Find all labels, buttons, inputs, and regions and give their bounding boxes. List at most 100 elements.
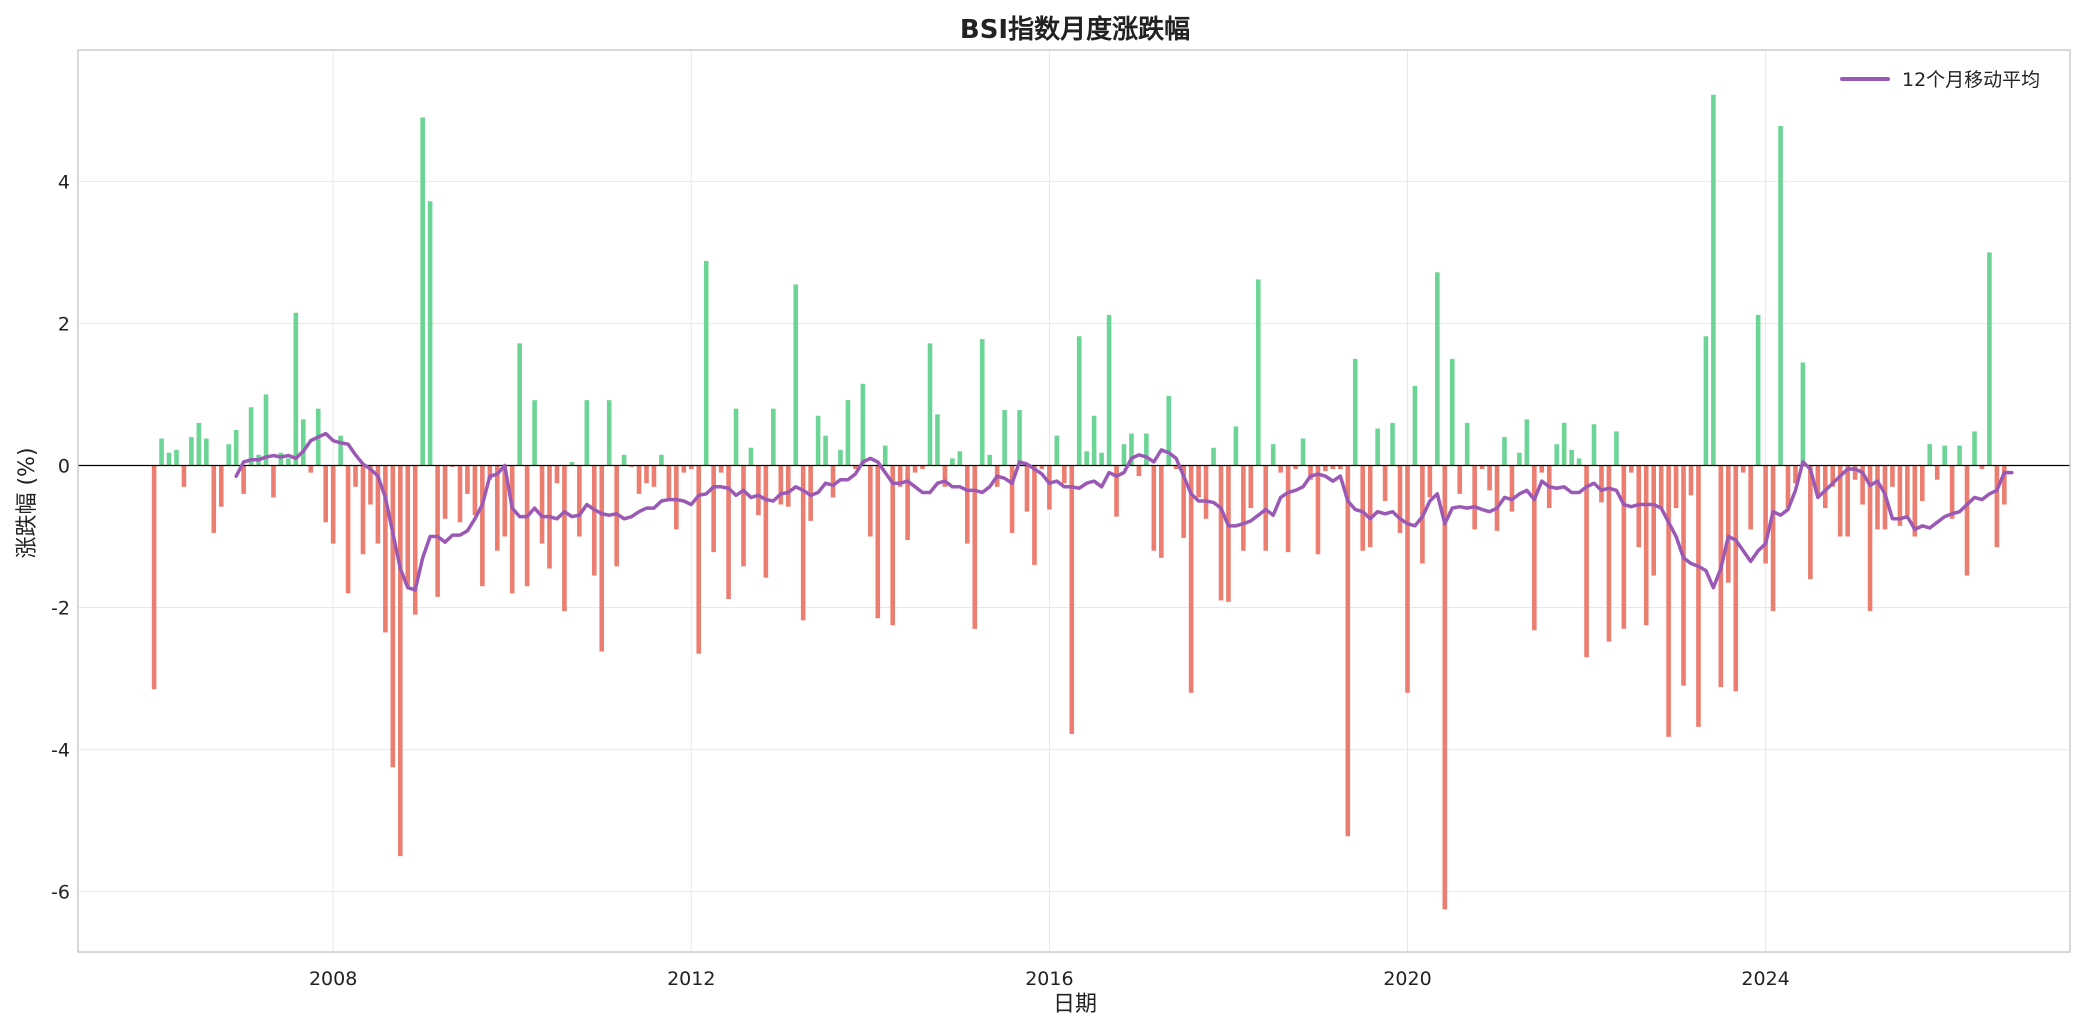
bar bbox=[435, 465, 440, 597]
bar bbox=[748, 447, 754, 466]
bar bbox=[920, 465, 925, 470]
bar bbox=[1681, 465, 1686, 686]
bar bbox=[778, 465, 784, 505]
chart-title: BSI指数月度涨跌幅 bbox=[960, 14, 1190, 45]
bar bbox=[1009, 465, 1015, 533]
bar bbox=[1151, 465, 1157, 551]
bar bbox=[629, 465, 634, 467]
bar bbox=[965, 465, 970, 544]
bar bbox=[1852, 465, 1858, 480]
bar bbox=[517, 343, 522, 466]
bar bbox=[1091, 415, 1097, 466]
bar bbox=[1919, 465, 1925, 501]
bar bbox=[1330, 465, 1336, 470]
bar bbox=[1718, 465, 1724, 688]
bar bbox=[1539, 465, 1545, 473]
bar bbox=[905, 465, 910, 541]
bar bbox=[1375, 428, 1380, 466]
bar bbox=[1397, 465, 1403, 533]
bar bbox=[1987, 252, 1992, 466]
y-tick-label: 0 bbox=[58, 455, 70, 477]
bar bbox=[398, 465, 403, 857]
bar bbox=[1576, 458, 1582, 466]
y-tick-label: -6 bbox=[51, 882, 70, 904]
bar bbox=[1114, 465, 1119, 517]
bar bbox=[733, 408, 739, 466]
bar bbox=[532, 400, 537, 466]
bar bbox=[1897, 465, 1903, 526]
bar bbox=[987, 454, 992, 466]
y-tick-label: 4 bbox=[58, 171, 70, 193]
bar bbox=[666, 465, 672, 501]
bar bbox=[1270, 444, 1276, 466]
bar bbox=[248, 407, 254, 466]
bar bbox=[1561, 422, 1567, 466]
bar bbox=[1964, 465, 1970, 576]
y-axis-ticks: -6 -4 -2 0 2 4 bbox=[51, 171, 70, 903]
bar bbox=[263, 394, 269, 466]
bar bbox=[1203, 465, 1209, 519]
bar bbox=[330, 465, 336, 544]
bar bbox=[420, 117, 425, 466]
bar bbox=[935, 414, 940, 466]
y-axis-label: 涨跌幅 (%) bbox=[15, 447, 40, 558]
bar bbox=[674, 465, 679, 530]
bar bbox=[1338, 465, 1343, 470]
bar bbox=[950, 458, 955, 466]
x-tick-label: 2024 bbox=[1741, 968, 1789, 990]
bar bbox=[390, 465, 396, 768]
bar bbox=[487, 465, 493, 480]
bar bbox=[1822, 465, 1828, 509]
bar bbox=[651, 465, 657, 487]
bar bbox=[226, 444, 232, 466]
bar bbox=[1793, 465, 1798, 484]
bar bbox=[1845, 465, 1850, 537]
bar bbox=[718, 465, 724, 473]
bar bbox=[800, 465, 806, 621]
bar bbox=[1226, 465, 1231, 602]
bar bbox=[1144, 433, 1149, 466]
bar bbox=[1487, 465, 1492, 491]
bar bbox=[1196, 465, 1201, 498]
bar bbox=[860, 383, 866, 466]
bar bbox=[1748, 465, 1753, 530]
bar bbox=[771, 408, 776, 466]
x-tick-label: 2020 bbox=[1383, 968, 1431, 990]
bar bbox=[1047, 465, 1052, 510]
bar bbox=[1957, 445, 1962, 466]
bar bbox=[614, 465, 619, 567]
bar bbox=[1688, 465, 1694, 496]
bar bbox=[1412, 385, 1418, 466]
bar bbox=[1248, 465, 1254, 509]
bar bbox=[823, 435, 828, 466]
bar bbox=[1666, 465, 1671, 737]
bar bbox=[1166, 395, 1172, 466]
bar bbox=[1673, 465, 1679, 509]
bar bbox=[912, 465, 918, 473]
bar bbox=[1591, 424, 1597, 466]
bar bbox=[353, 465, 358, 487]
bar bbox=[703, 260, 709, 466]
bar bbox=[1382, 465, 1388, 501]
bar bbox=[1173, 465, 1179, 470]
bar bbox=[1084, 451, 1089, 466]
bar bbox=[308, 465, 314, 473]
bar bbox=[957, 451, 963, 466]
bar bbox=[1905, 465, 1910, 516]
bar bbox=[1158, 465, 1164, 558]
bar bbox=[271, 465, 276, 498]
bar bbox=[882, 445, 888, 466]
bar bbox=[1606, 465, 1612, 642]
bar bbox=[1062, 465, 1067, 484]
bar bbox=[1867, 465, 1873, 612]
bar bbox=[1352, 358, 1358, 466]
bar bbox=[1211, 447, 1216, 466]
bar bbox=[1658, 465, 1664, 509]
bar bbox=[1912, 465, 1918, 537]
bar bbox=[1942, 445, 1947, 466]
bar bbox=[875, 465, 881, 619]
x-tick-label: 2016 bbox=[1025, 968, 1073, 990]
bar bbox=[1345, 465, 1351, 837]
bar bbox=[838, 449, 843, 466]
